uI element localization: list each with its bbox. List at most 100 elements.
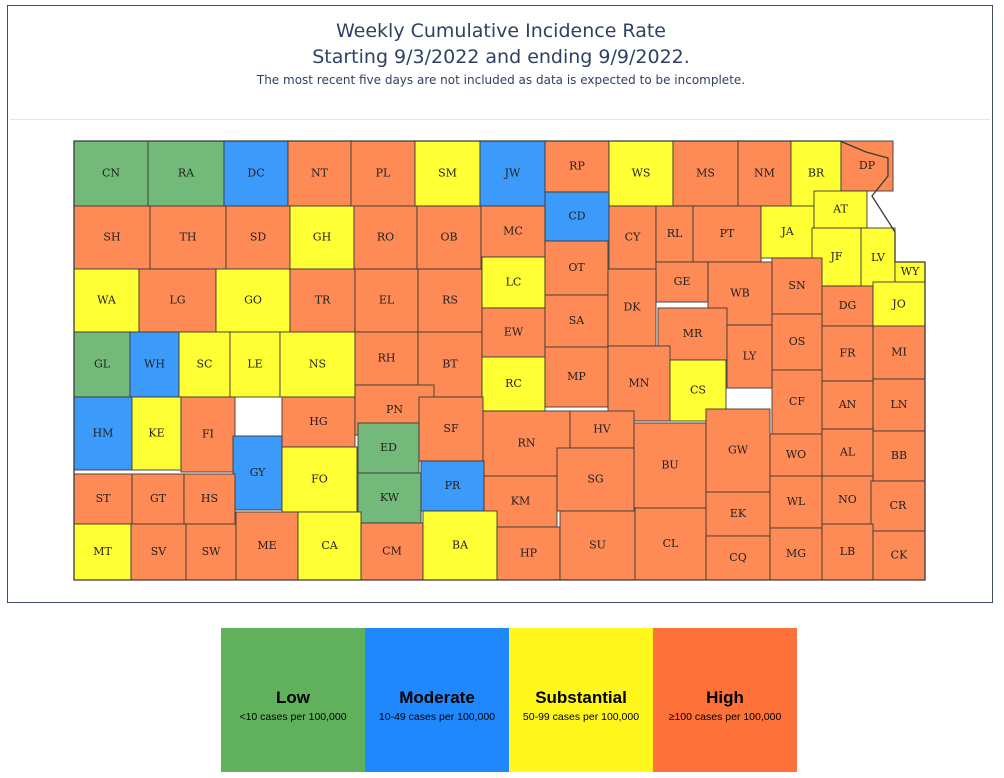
county-hg: HG [281, 396, 356, 448]
legend-substantial-range: 50-99 cases per 100,000 [522, 710, 640, 723]
county-go: GO [215, 268, 291, 333]
county-shape [872, 430, 926, 482]
county-shape [289, 205, 355, 270]
county-shape [655, 205, 694, 263]
county-mc: MC [480, 205, 546, 258]
county-ed: ED [357, 422, 420, 474]
county-shape [138, 268, 217, 333]
county-shape [414, 140, 481, 207]
county-shape [229, 331, 281, 398]
county-shape [556, 447, 635, 512]
county-wa: WA [73, 268, 140, 333]
county-cq: CQ [705, 535, 771, 581]
county-shape [480, 205, 546, 258]
county-shape [130, 523, 187, 581]
county-ot: OT [544, 240, 609, 296]
legend-low-range: <10 cases per 100,000 [239, 710, 347, 723]
county-bb: BB [872, 430, 926, 482]
county-shape [354, 268, 419, 333]
county-shape [840, 140, 894, 192]
county-shape [726, 324, 773, 389]
county-shape [235, 511, 299, 581]
county-hs: HS [183, 473, 236, 525]
legend-substantial-name: Substantial [535, 687, 627, 707]
legend-low: Low <10 cases per 100,000 [221, 628, 365, 772]
county-ob: OB [416, 205, 482, 270]
county-lb: LB [821, 523, 874, 581]
county-shape [73, 205, 151, 270]
county-hm: HM [73, 396, 133, 471]
county-shape [607, 345, 671, 422]
legend-moderate-name: Moderate [399, 687, 475, 707]
county-sa: SA [544, 294, 609, 348]
county-shape [769, 527, 823, 581]
county-fi: FI [180, 396, 236, 473]
county-shape [544, 191, 610, 242]
county-shape [420, 460, 485, 512]
legend-high: High ≥100 cases per 100,000 [653, 628, 797, 772]
county-shape [894, 261, 926, 283]
county-at: AT [813, 190, 868, 229]
county-pr: PR [420, 460, 485, 512]
county-shape [608, 205, 657, 270]
county-shape [544, 346, 609, 408]
county-shape [872, 281, 926, 328]
county-cm: CM [360, 522, 424, 581]
county-me: ME [235, 511, 299, 581]
county-shape [760, 205, 815, 259]
county-shape [73, 331, 131, 398]
county-shape [569, 410, 635, 449]
county-st: ST [73, 473, 133, 525]
county-shape [289, 268, 356, 333]
county-shape [185, 523, 237, 581]
county-cr: CR [870, 480, 926, 532]
county-gy: GY [232, 435, 283, 511]
county-shape [279, 331, 356, 398]
county-shape [215, 268, 291, 333]
county-shape [608, 140, 674, 207]
county-shape [633, 422, 707, 509]
county-os: OS [771, 313, 823, 371]
county-shape [771, 257, 823, 315]
county-shape [183, 473, 236, 525]
county-le: LE [229, 331, 281, 398]
county-shape [422, 510, 498, 581]
county-shape [281, 446, 358, 513]
county-ws: WS [608, 140, 674, 207]
county-shape [821, 523, 874, 581]
county-mp: MP [544, 346, 609, 408]
county-rp: RP [544, 140, 610, 193]
county-shape [821, 475, 874, 525]
county-rs: RS [417, 268, 483, 333]
county-nm: NM [737, 140, 792, 207]
legend-high-name: High [706, 687, 744, 707]
county-lg: LG [138, 268, 217, 333]
county-shape [129, 331, 180, 398]
county-ke: KE [131, 396, 182, 471]
county-shape [178, 331, 231, 398]
county-shape [672, 140, 739, 207]
county-ca: CA [297, 511, 362, 581]
county-shape [353, 205, 418, 270]
county-fo: FO [281, 446, 358, 513]
county-lv: LV [860, 227, 896, 289]
county-shape [225, 205, 291, 270]
county-pl: PL [350, 140, 416, 207]
county-mt: MT [73, 523, 132, 581]
legend-high-range: ≥100 cases per 100,000 [668, 710, 782, 723]
county-ba: BA [422, 510, 498, 581]
county-shape [73, 473, 133, 525]
county-sf: SF [418, 396, 484, 462]
county-wo: WO [769, 433, 823, 477]
legend: Low <10 cases per 100,000 Moderate 10-49… [221, 628, 797, 772]
county-shape [737, 140, 792, 207]
map-subtitle: The most recent five days are not includ… [256, 73, 746, 87]
county-shape [73, 396, 133, 471]
legend-low-name: Low [276, 687, 310, 707]
county-shape [705, 491, 771, 537]
county-ge: GE [655, 261, 709, 303]
county-shape [73, 523, 132, 581]
county-shape [131, 396, 182, 471]
legend-substantial: Substantial 50-99 cases per 100,000 [509, 628, 653, 772]
county-ro: RO [353, 205, 418, 270]
